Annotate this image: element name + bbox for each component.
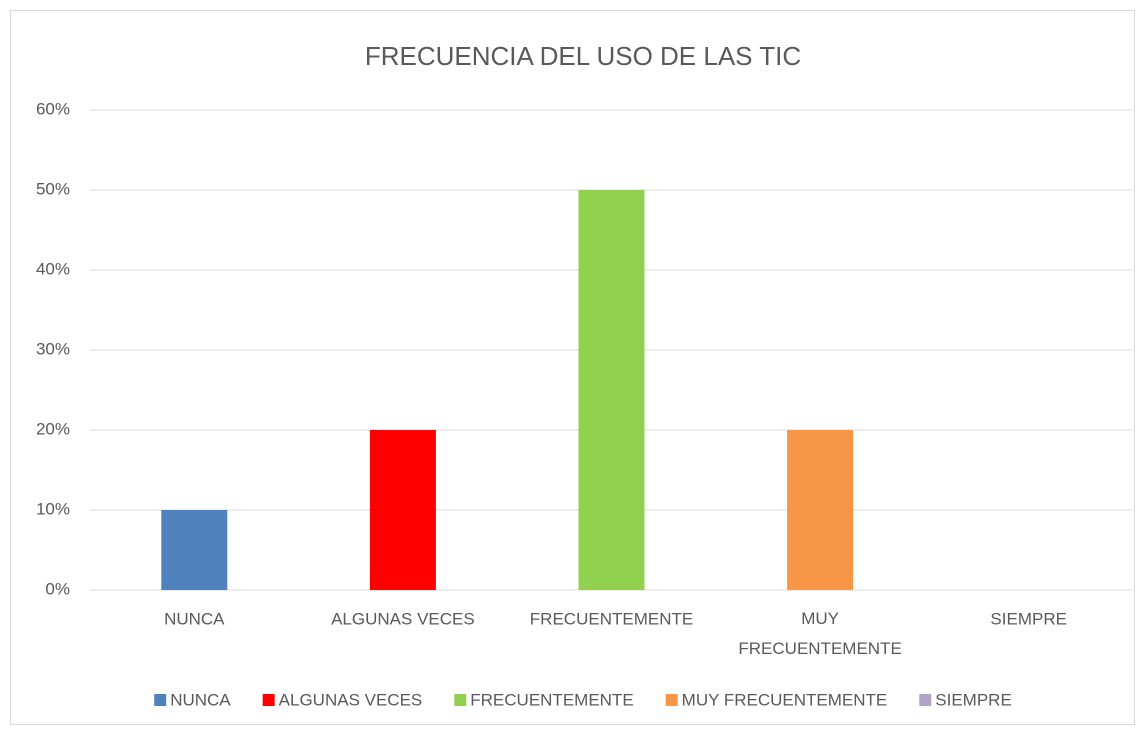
x-tick-label: MUY FRECUENTEMENTE [738, 609, 901, 658]
x-tick-label: SIEMPRE [990, 609, 1067, 628]
y-tick-label: 20% [36, 419, 70, 438]
bar [369, 430, 436, 590]
x-tick-label: ALGUNAS VECES [331, 609, 475, 628]
y-tick-label: 60% [36, 99, 70, 118]
chart-title: FRECUENCIA DEL USO DE LAS TIC [365, 41, 801, 71]
bar [578, 190, 645, 590]
legend-swatch [919, 694, 932, 706]
legend-swatch [154, 694, 167, 706]
x-tick-label: FRECUENTEMENTE [530, 609, 693, 628]
legend-label: ALGUNAS VECES [279, 690, 423, 709]
bar [161, 510, 228, 590]
legend-label: MUY FRECUENTEMENTE [682, 690, 888, 709]
y-tick-label: 30% [36, 339, 70, 358]
legend-swatch [665, 694, 678, 706]
chart-border [10, 10, 1135, 725]
legend-swatch [262, 694, 275, 706]
x-tick-label: NUNCA [164, 609, 225, 628]
y-tick-label: 50% [36, 179, 70, 198]
y-tick-label: 0% [45, 579, 70, 598]
legend-label: SIEMPRE [935, 690, 1012, 709]
legend-label: FRECUENTEMENTE [470, 690, 633, 709]
y-tick-label: 40% [36, 259, 70, 278]
legend-swatch [454, 694, 467, 706]
y-tick-label: 10% [36, 499, 70, 518]
legend-label: NUNCA [170, 690, 231, 709]
bar [787, 430, 854, 590]
